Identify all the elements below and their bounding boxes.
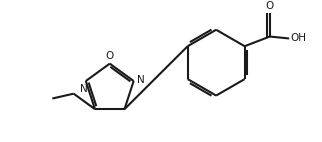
Text: N: N [80,84,88,94]
Text: OH: OH [290,34,306,43]
Text: N: N [137,75,144,85]
Text: O: O [266,1,274,11]
Text: O: O [106,51,114,61]
